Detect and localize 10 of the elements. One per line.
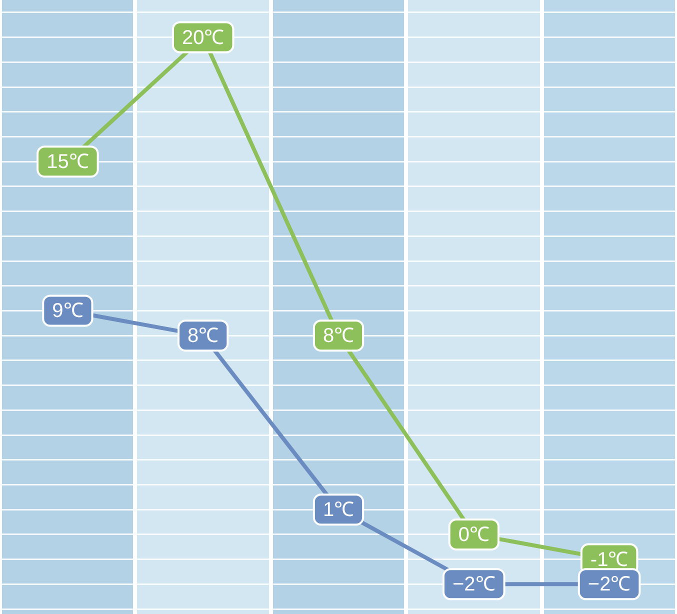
data-label: −2℃ <box>452 574 496 596</box>
data-label: 8℃ <box>188 325 219 348</box>
data-label: 8℃ <box>322 325 354 348</box>
data-label: 15℃ <box>46 151 89 174</box>
data-label: 0℃ <box>458 524 490 546</box>
data-label: 9℃ <box>52 300 84 322</box>
data-label: 20℃ <box>182 26 224 49</box>
data-label: 1℃ <box>322 499 354 522</box>
data-label: −2℃ <box>588 574 631 596</box>
data-label: -1℃ <box>590 548 628 571</box>
